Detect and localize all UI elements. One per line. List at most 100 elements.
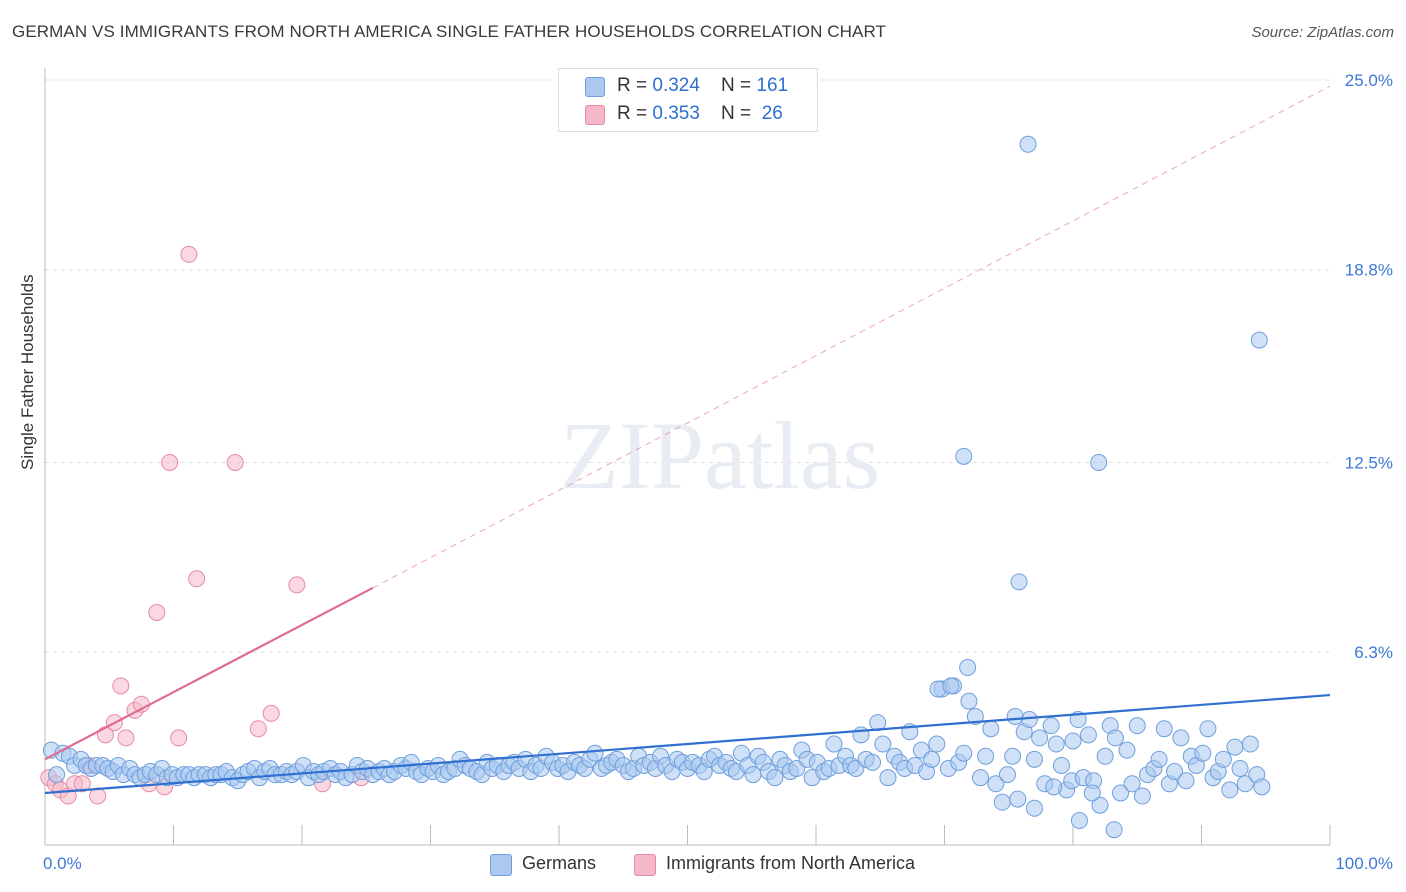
german-point (1091, 796, 1109, 814)
german-point (1231, 760, 1249, 777)
german-point (1177, 772, 1195, 790)
german-point (960, 692, 978, 710)
german-point (923, 750, 941, 768)
german-point (1004, 747, 1022, 765)
chart-title: GERMAN VS IMMIGRANTS FROM NORTH AMERICA … (12, 22, 887, 41)
legend-n-value: 161 (756, 75, 789, 96)
y-tick-label: 6.3% (1354, 643, 1393, 662)
legend-swatch-immigrants (585, 105, 605, 125)
immigrant-point (161, 454, 179, 471)
german-point (864, 753, 882, 771)
german-point (1106, 729, 1124, 747)
german-point (1150, 750, 1168, 768)
german-point (1083, 784, 1101, 802)
german-point (1096, 747, 1114, 765)
y-tick-label: 12.5% (1345, 454, 1393, 473)
immigrant-point (148, 603, 166, 621)
german-point (959, 659, 977, 677)
german-point (1019, 135, 1037, 153)
german-point (1155, 720, 1173, 738)
german-point (825, 735, 843, 753)
german-point (982, 720, 1000, 738)
german-point (955, 744, 973, 762)
immigrant-trend-line (44, 586, 374, 761)
german-point (1241, 735, 1259, 753)
german-point (966, 707, 984, 725)
legend-n-value: 26 (761, 103, 783, 124)
immigrant-point (180, 245, 198, 263)
german-point (1064, 732, 1082, 750)
y-tick-label: 18.8% (1345, 261, 1393, 280)
german-point (1031, 729, 1049, 747)
german-point (1236, 775, 1254, 793)
axes-layer (44, 68, 1331, 846)
immigrant-point (73, 775, 91, 793)
x-tick-label: 100.0% (1335, 854, 1393, 873)
german-point (1105, 821, 1123, 839)
german-point (1042, 717, 1060, 735)
german-point (852, 726, 870, 744)
german-point (1128, 717, 1146, 735)
german-point (1194, 744, 1212, 762)
trend-layer (44, 85, 1331, 795)
german-point (766, 769, 784, 787)
german-point (928, 735, 946, 753)
legend-r-value: 0.353 (652, 103, 700, 124)
legend-swatch-germans (490, 854, 512, 876)
german-point (1123, 775, 1141, 793)
correlation-legend: R = 0.324 N = 161 R = 0.353 N = 26 (558, 68, 818, 132)
y-axis-label: Single Father Households (18, 274, 37, 470)
x-tick-label: 0.0% (43, 854, 82, 873)
legend-r-value: 0.324 (652, 75, 700, 96)
legend-swatch-immigrants (634, 854, 656, 876)
german-point (1250, 331, 1268, 349)
german-point (1253, 778, 1271, 796)
german-point (998, 766, 1016, 784)
german-point (1221, 781, 1239, 799)
german-point (1025, 799, 1043, 817)
legend-n-label: N = (721, 75, 757, 96)
grid-layer (45, 79, 1330, 653)
german-trend-line (44, 693, 1331, 795)
legend-r-label: R = (617, 103, 653, 124)
german-point (1112, 784, 1130, 802)
german-point (1226, 738, 1244, 756)
immigrant-trend-extension (372, 85, 1331, 589)
german-point (1133, 787, 1151, 805)
german-point (955, 447, 973, 465)
german-point (1079, 726, 1097, 744)
immigrant-point (249, 720, 267, 738)
immigrant-point (262, 704, 280, 722)
german-point (971, 769, 989, 787)
legend-n-label: N = (721, 103, 757, 124)
y-tick-label: 25.0% (1345, 71, 1393, 90)
german-point (1010, 573, 1028, 591)
immigrant-point (117, 729, 135, 747)
immigrant-point (188, 570, 206, 588)
immigrant-point (226, 454, 244, 471)
german-point (1047, 735, 1065, 753)
german-point (942, 677, 960, 695)
watermark: ZIPatlas (560, 402, 880, 509)
german-point (1052, 756, 1070, 774)
german-point (874, 735, 892, 753)
legend-label-germans: Germans (522, 853, 597, 873)
source-label: Source: ZipAtlas.com (1251, 24, 1394, 41)
german-point (1118, 741, 1136, 759)
german-point (586, 744, 604, 762)
german-point (1172, 729, 1190, 747)
german-point (977, 747, 995, 765)
german-point (1045, 778, 1063, 796)
german-point (1020, 711, 1038, 729)
immigrant-point (112, 677, 130, 695)
german-point (879, 769, 897, 787)
legend-swatch-germans (585, 77, 605, 97)
legend-r-label: R = (617, 75, 653, 96)
german-point (1070, 812, 1088, 830)
german-point (1009, 790, 1027, 808)
german-point (1214, 750, 1232, 768)
legend-label-immigrants: Immigrants from North America (666, 853, 916, 873)
german-point (987, 775, 1005, 793)
german-point (1090, 454, 1108, 471)
